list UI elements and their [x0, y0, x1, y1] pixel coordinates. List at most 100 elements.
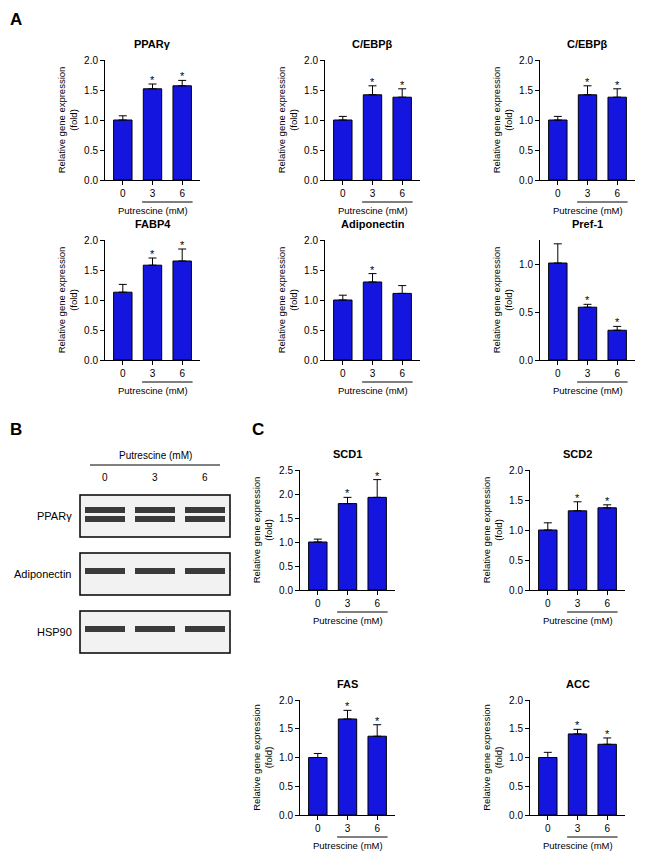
svg-text:Putrescine (mM): Putrescine (mM) [118, 205, 188, 216]
svg-text:0: 0 [340, 188, 346, 199]
svg-text:*: * [345, 700, 350, 712]
svg-text:2.0: 2.0 [304, 55, 318, 66]
svg-text:*: * [180, 70, 185, 82]
svg-text:2.0: 2.0 [279, 695, 293, 706]
svg-text:2.0: 2.0 [84, 235, 98, 246]
svg-text:Adiponectin: Adiponectin [341, 218, 405, 230]
svg-text:FABP4: FABP4 [135, 218, 171, 230]
svg-text:1.5: 1.5 [509, 723, 523, 734]
svg-text:0.5: 0.5 [509, 781, 523, 792]
svg-text:0: 0 [120, 368, 126, 379]
svg-text:*: * [605, 728, 610, 740]
svg-text:3: 3 [150, 368, 156, 379]
svg-text:6: 6 [399, 188, 405, 199]
svg-text:1.0: 1.0 [304, 115, 318, 126]
svg-text:Relative gene expression(fold): Relative gene expression(fold) [251, 477, 274, 584]
svg-text:0.0: 0.0 [84, 175, 98, 186]
svg-text:3: 3 [585, 368, 591, 379]
svg-text:Relative gene expression(fold): Relative gene expression(fold) [491, 247, 514, 354]
svg-text:0: 0 [555, 368, 561, 379]
svg-text:6: 6 [604, 823, 610, 834]
svg-text:1.0: 1.0 [84, 295, 98, 306]
svg-text:Putrescine (mM): Putrescine (mM) [313, 615, 383, 626]
svg-text:0.0: 0.0 [519, 355, 533, 366]
svg-text:0.0: 0.0 [519, 175, 533, 186]
svg-text:6: 6 [374, 823, 380, 834]
svg-text:3: 3 [345, 598, 351, 609]
svg-text:1.5: 1.5 [519, 85, 533, 96]
svg-text:0.5: 0.5 [519, 145, 533, 156]
svg-text:1.5: 1.5 [304, 265, 318, 276]
svg-text:3: 3 [150, 188, 156, 199]
svg-text:B: B [10, 420, 22, 439]
svg-text:6: 6 [614, 188, 620, 199]
svg-text:Adiponectin: Adiponectin [14, 568, 72, 580]
svg-text:3: 3 [152, 472, 158, 483]
svg-text:*: * [575, 492, 580, 504]
svg-text:0.5: 0.5 [279, 561, 293, 572]
svg-text:*: * [150, 248, 155, 260]
svg-text:Putrescine (mM): Putrescine (mM) [338, 385, 408, 396]
svg-text:Putrescine (mM): Putrescine (mM) [553, 205, 623, 216]
svg-text:6: 6 [179, 188, 185, 199]
svg-text:*: * [150, 74, 155, 86]
svg-text:1.0: 1.0 [304, 295, 318, 306]
svg-text:0.5: 0.5 [519, 307, 533, 318]
svg-text:*: * [345, 487, 350, 499]
svg-text:*: * [370, 76, 375, 88]
svg-text:1.5: 1.5 [84, 265, 98, 276]
svg-text:3: 3 [370, 188, 376, 199]
svg-text:6: 6 [374, 598, 380, 609]
svg-text:0.0: 0.0 [509, 585, 523, 596]
svg-text:Putrescine (mM): Putrescine (mM) [118, 385, 188, 396]
svg-text:1.0: 1.0 [84, 115, 98, 126]
svg-text:0.5: 0.5 [304, 325, 318, 336]
svg-text:Relative gene expression(fold): Relative gene expression(fold) [481, 477, 504, 584]
svg-text:3: 3 [370, 368, 376, 379]
svg-text:2.0: 2.0 [279, 489, 293, 500]
svg-text:Putrescine (mM): Putrescine (mM) [119, 450, 192, 461]
svg-text:A: A [10, 10, 22, 29]
svg-text:2.0: 2.0 [509, 465, 523, 476]
svg-text:1.0: 1.0 [519, 259, 533, 270]
svg-text:2.0: 2.0 [509, 695, 523, 706]
svg-text:1.5: 1.5 [279, 513, 293, 524]
svg-text:0.5: 0.5 [84, 325, 98, 336]
svg-text:6: 6 [604, 598, 610, 609]
svg-text:1.0: 1.0 [509, 525, 523, 536]
svg-text:C/EBPβ: C/EBPβ [567, 38, 608, 50]
svg-text:Relative gene expression(fold): Relative gene expression(fold) [56, 247, 79, 354]
svg-text:0: 0 [120, 188, 126, 199]
svg-text:1.0: 1.0 [279, 537, 293, 548]
svg-text:*: * [180, 239, 185, 251]
svg-text:FAS: FAS [337, 678, 358, 690]
svg-text:6: 6 [399, 368, 405, 379]
svg-text:3: 3 [575, 598, 581, 609]
svg-text:0.0: 0.0 [279, 810, 293, 821]
svg-text:0: 0 [545, 823, 551, 834]
svg-text:PPARγ: PPARγ [37, 510, 72, 522]
svg-text:0: 0 [340, 368, 346, 379]
svg-text:Putrescine (mM): Putrescine (mM) [543, 615, 613, 626]
svg-text:Pref-1: Pref-1 [572, 218, 603, 230]
svg-text:6: 6 [614, 368, 620, 379]
svg-text:Relative gene expression(fold): Relative gene expression(fold) [276, 67, 299, 174]
svg-text:*: * [615, 79, 620, 91]
svg-text:0.5: 0.5 [84, 145, 98, 156]
svg-text:SCD1: SCD1 [333, 448, 362, 460]
svg-text:2.0: 2.0 [84, 55, 98, 66]
svg-text:Putrescine (mM): Putrescine (mM) [313, 840, 383, 851]
svg-text:Putrescine (mM): Putrescine (mM) [553, 385, 623, 396]
svg-text:ACC: ACC [566, 678, 590, 690]
svg-text:0.5: 0.5 [304, 145, 318, 156]
svg-text:*: * [370, 264, 375, 276]
svg-text:SCD2: SCD2 [563, 448, 592, 460]
svg-text:0.5: 0.5 [279, 781, 293, 792]
svg-text:1.5: 1.5 [509, 495, 523, 506]
svg-text:0.5: 0.5 [509, 555, 523, 566]
svg-text:PPARγ: PPARγ [134, 38, 171, 50]
svg-text:Putrescine (mM): Putrescine (mM) [338, 205, 408, 216]
svg-text:*: * [615, 316, 620, 328]
svg-text:Relative gene expression(fold): Relative gene expression(fold) [276, 247, 299, 354]
svg-text:0: 0 [315, 823, 321, 834]
